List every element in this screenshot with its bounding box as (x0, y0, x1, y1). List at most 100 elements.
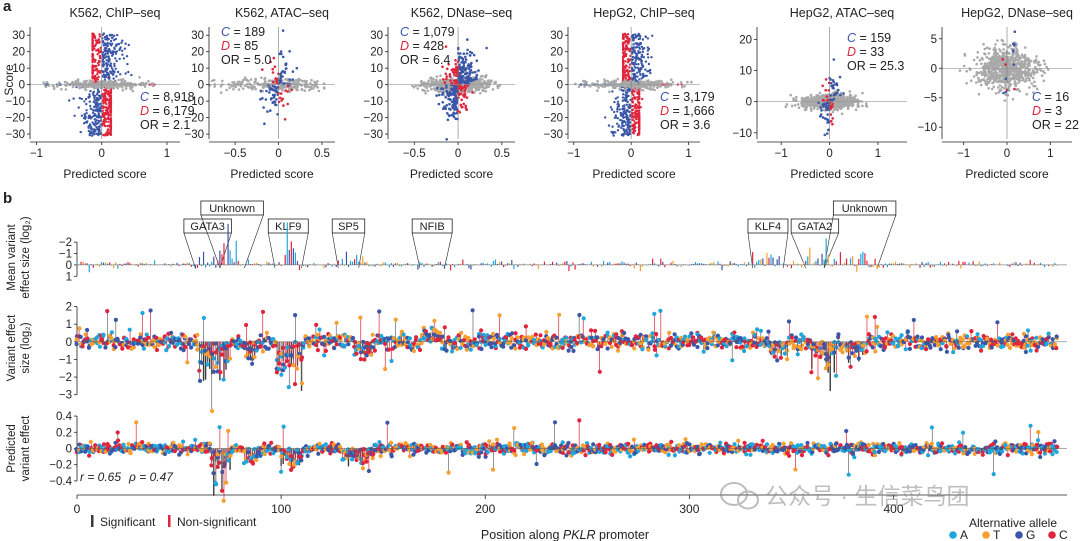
data-point (1002, 69, 1005, 73)
data-point (1007, 57, 1010, 61)
data-point (1041, 69, 1045, 73)
data-point (823, 133, 827, 137)
data-point (819, 106, 822, 109)
data-point (98, 71, 102, 74)
data-point (596, 80, 599, 83)
data-point (271, 71, 275, 74)
data-point (979, 83, 983, 87)
data-point (88, 134, 92, 137)
data-point (633, 126, 637, 129)
data-point (1042, 59, 1046, 62)
data-point (232, 81, 236, 84)
stat-OR: OR = 6.4 (400, 53, 450, 67)
data-point (445, 83, 448, 87)
data-point (91, 64, 94, 67)
data-point (437, 102, 441, 106)
data-point (641, 74, 645, 78)
data-point (94, 58, 97, 62)
data-point (660, 80, 663, 83)
data-point (987, 52, 991, 55)
data-point (666, 81, 669, 85)
data-point (979, 80, 982, 83)
data-point (130, 73, 133, 77)
stat-value: = 5.0 (240, 53, 272, 67)
data-point (632, 39, 635, 42)
data-point (115, 75, 118, 78)
data-point (458, 63, 461, 66)
data-point (460, 61, 463, 64)
data-point (634, 66, 637, 69)
data-point (118, 57, 121, 61)
data-point (613, 85, 617, 88)
data-point (638, 47, 641, 50)
plot-title: HepG2, ATAC–seq (790, 6, 894, 20)
data-point (106, 63, 110, 66)
data-point (77, 106, 80, 109)
data-point (57, 81, 61, 84)
data-point (641, 50, 645, 54)
data-point (617, 125, 620, 128)
data-point (842, 95, 846, 98)
data-point (105, 113, 109, 116)
data-point (107, 101, 111, 105)
y-tick-label: 10 (370, 63, 383, 75)
data-point (683, 85, 686, 88)
data-point (452, 79, 456, 83)
data-point (994, 74, 998, 78)
data-point (102, 122, 106, 126)
data-point (98, 33, 101, 36)
data-point (616, 77, 620, 81)
data-point (446, 91, 449, 95)
data-point (267, 79, 271, 82)
data-point (113, 64, 116, 68)
data-point (985, 46, 989, 49)
data-point (468, 87, 472, 91)
data-point (243, 84, 247, 87)
data-point (72, 97, 75, 100)
data-point (272, 56, 276, 60)
stat-C: C = 189 (221, 25, 265, 39)
data-point (825, 108, 829, 112)
data-point (464, 76, 468, 80)
data-point (82, 81, 86, 84)
data-point (610, 108, 614, 111)
data-point (106, 50, 110, 54)
data-point (976, 51, 980, 54)
data-point (268, 91, 271, 94)
data-point (635, 71, 639, 74)
data-point (633, 129, 637, 133)
data-point (477, 69, 480, 72)
y-tick-label: −10 (5, 96, 25, 108)
data-point (627, 105, 630, 109)
data-point (278, 96, 282, 100)
data-point (1002, 60, 1006, 63)
data-point (303, 79, 306, 83)
data-point (1018, 89, 1021, 93)
panel-a-label: a (3, 0, 12, 15)
data-point (97, 133, 100, 137)
data-point (985, 64, 989, 68)
data-point (1016, 87, 1020, 91)
stat-D: D = 3 (1032, 104, 1062, 118)
data-point (621, 114, 624, 117)
data-point (1033, 61, 1036, 64)
data-point (281, 29, 285, 32)
data-point (1004, 84, 1007, 87)
data-point (96, 84, 100, 88)
data-point (107, 120, 110, 124)
data-point (666, 83, 669, 87)
data-point (263, 122, 266, 125)
data-point (87, 116, 90, 120)
data-point (441, 78, 445, 81)
data-point (89, 107, 93, 110)
data-point (105, 73, 109, 77)
data-point (416, 87, 420, 90)
data-point (1013, 82, 1016, 86)
data-point (109, 62, 113, 65)
data-point (93, 35, 97, 38)
data-point (85, 112, 88, 115)
data-point (475, 59, 479, 62)
data-point (109, 51, 113, 54)
data-point (443, 105, 447, 108)
data-point (1023, 53, 1027, 57)
